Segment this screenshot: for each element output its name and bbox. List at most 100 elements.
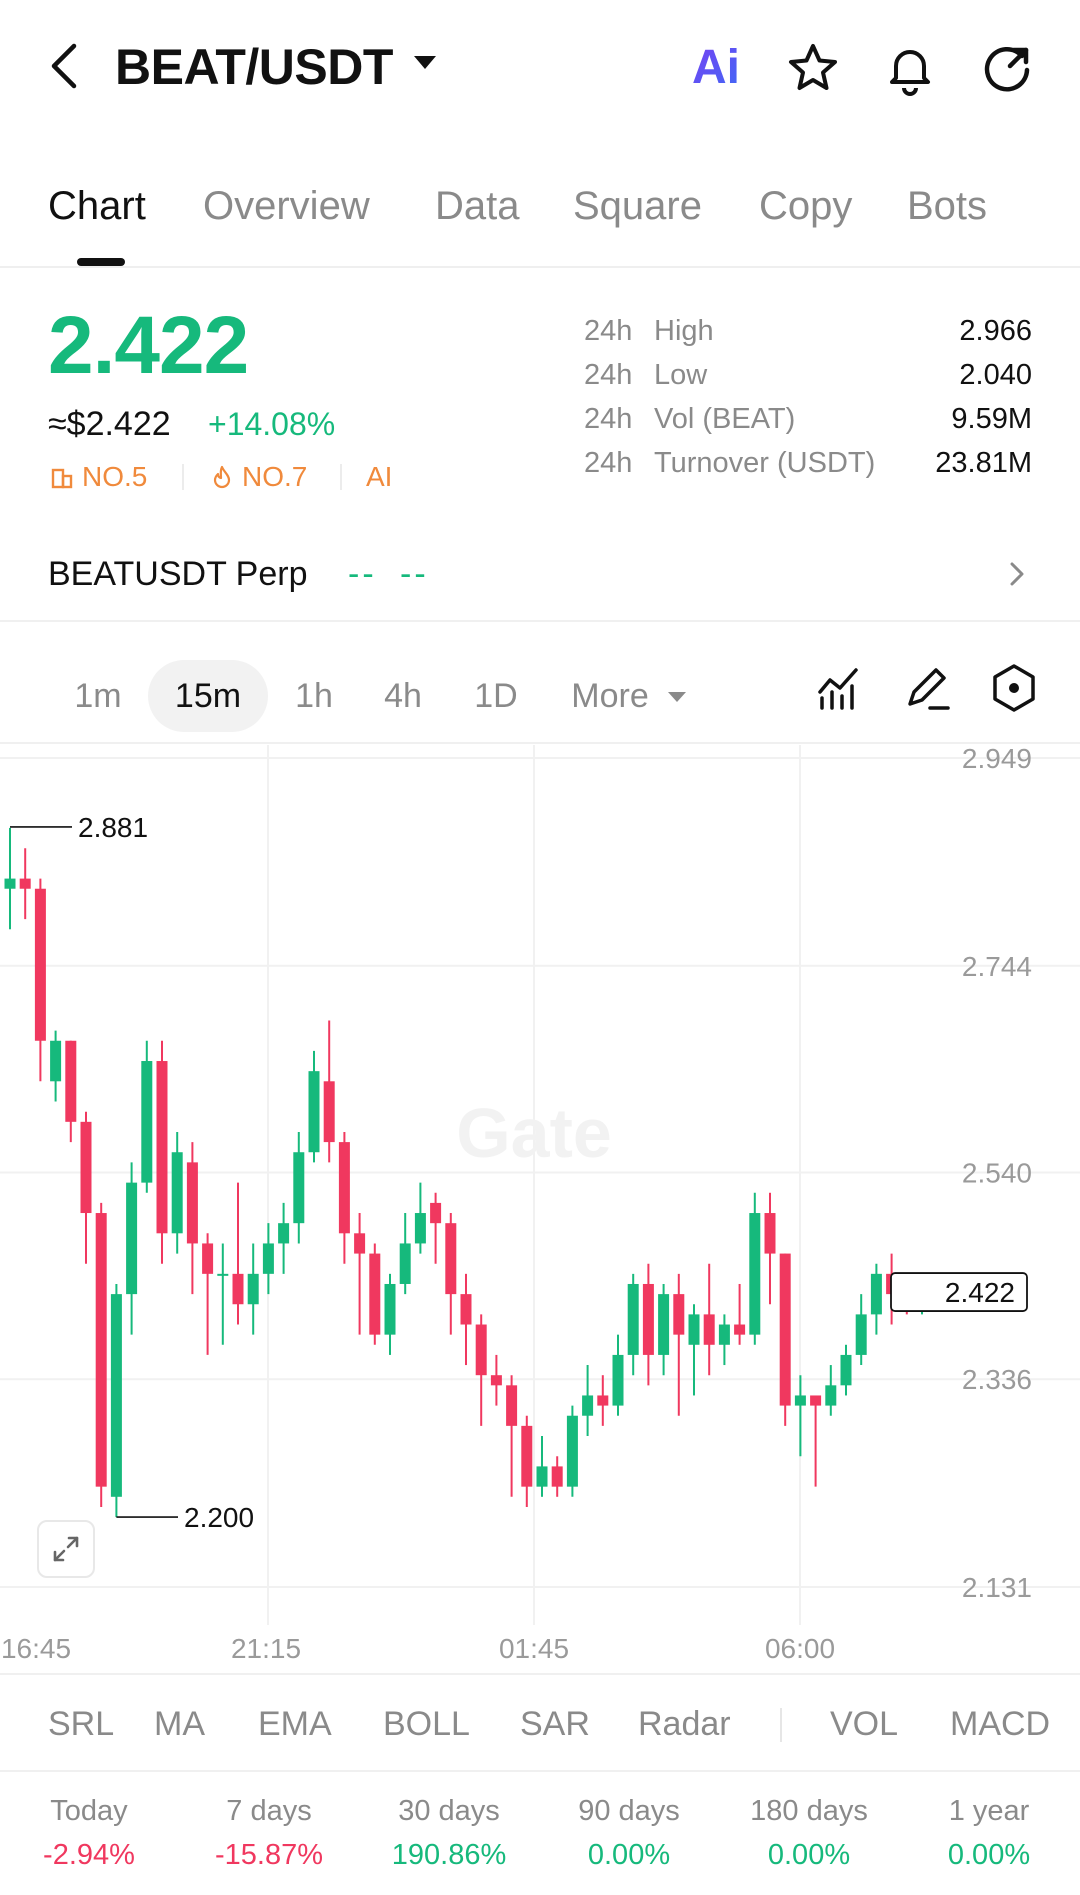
candle-body <box>870 1273 882 1315</box>
stat-value: 2.966 <box>959 315 1032 347</box>
candle-body <box>247 1273 259 1305</box>
interval-1h[interactable]: 1h <box>295 677 333 715</box>
divider <box>0 1673 1080 1675</box>
stat-period: 24h <box>584 403 633 435</box>
candle-body <box>566 1415 578 1487</box>
candle-body <box>536 1466 548 1487</box>
candle-body <box>490 1375 502 1386</box>
pair-selector[interactable]: BEAT/USDT <box>115 39 393 95</box>
chevron-right-icon[interactable] <box>1002 556 1032 592</box>
indicator-sar[interactable]: SAR <box>520 1705 590 1743</box>
candle-body <box>749 1213 761 1335</box>
y-axis-tick-label: 2.131 <box>962 1572 1032 1603</box>
stat-value: 23.81M <box>935 447 1032 479</box>
candle-body <box>794 1395 806 1406</box>
stat-24h-high: 24h High 2.966 <box>584 311 1032 351</box>
price-change-percent: +14.08% <box>208 406 336 442</box>
ai-assistant-icon[interactable]: Ai <box>688 40 744 96</box>
candle-body <box>293 1152 305 1224</box>
interval-more[interactable]: More <box>571 677 649 715</box>
ai-tag[interactable]: AI <box>366 458 392 496</box>
active-tab-indicator <box>77 258 125 266</box>
indicator-ma[interactable]: MA <box>154 1705 205 1743</box>
candle-body <box>232 1273 244 1305</box>
indicator-srl[interactable]: SRL <box>48 1705 115 1743</box>
rank-2-text: NO.7 <box>242 461 308 492</box>
indicator-radar[interactable]: Radar <box>638 1705 731 1743</box>
rank-divider <box>182 464 184 490</box>
stat-period: 24h <box>584 315 633 347</box>
indicator-divider <box>780 1708 782 1742</box>
perf-label-1y: 1 year <box>948 1795 1030 1827</box>
indicator-ema[interactable]: EMA <box>258 1705 332 1743</box>
perf-value-90d: 0.00% <box>587 1839 671 1871</box>
share-icon[interactable] <box>980 40 1036 96</box>
candle-body <box>95 1213 107 1487</box>
perf-value-today: -2.94% <box>43 1839 135 1871</box>
interval-1m[interactable]: 1m <box>74 677 122 715</box>
stat-period: 24h <box>584 447 633 479</box>
candle-body <box>582 1395 594 1416</box>
indicator-vol[interactable]: VOL <box>830 1705 899 1743</box>
page-tabs: Chart Overview Data Square Copy Bots <box>0 178 1080 268</box>
more-dropdown-caret-icon[interactable] <box>668 692 686 702</box>
drawing-pen-icon[interactable] <box>900 660 956 716</box>
perf-label-today: Today <box>50 1795 128 1827</box>
candle-body <box>217 1273 229 1276</box>
tab-chart[interactable]: Chart <box>48 184 146 228</box>
candle-body <box>551 1466 563 1487</box>
star-favorite-icon[interactable] <box>785 40 841 96</box>
x-axis-tick-label: 21:15 <box>231 1633 301 1664</box>
tab-overview[interactable]: Overview <box>203 184 370 228</box>
ai-tag-text: AI <box>366 461 393 492</box>
candle-body <box>202 1243 214 1274</box>
candle-body <box>810 1395 822 1406</box>
candle-body <box>430 1202 442 1224</box>
interval-1d[interactable]: 1D <box>474 677 518 715</box>
candle-body <box>445 1223 457 1295</box>
interval-4h[interactable]: 4h <box>384 677 422 715</box>
candle-body <box>825 1385 837 1406</box>
pair-dropdown-caret-icon[interactable] <box>414 56 436 69</box>
high-marker-label: 2.881 <box>78 812 148 843</box>
watermark-logo: Gate <box>456 1094 612 1172</box>
last-price: 2.422 <box>48 300 249 391</box>
tab-bots[interactable]: Bots <box>907 184 988 228</box>
candle-body <box>855 1314 867 1355</box>
fullscreen-expand-button[interactable] <box>37 1520 95 1578</box>
perf-value-7d: -15.87% <box>214 1839 323 1871</box>
y-axis-tick-label: 2.540 <box>962 1158 1032 1189</box>
candle-body <box>658 1294 670 1355</box>
candle-body <box>171 1152 183 1234</box>
tab-square[interactable]: Square <box>573 184 702 228</box>
candle-body <box>399 1243 411 1284</box>
tab-copy[interactable]: Copy <box>759 184 853 228</box>
divider <box>0 620 1080 622</box>
indicator-macd[interactable]: MACD <box>950 1705 1051 1743</box>
tab-data[interactable]: Data <box>435 184 520 228</box>
candle-body <box>779 1253 791 1406</box>
bell-notification-icon[interactable] <box>882 40 938 96</box>
candle-body <box>369 1253 381 1335</box>
rank-divider <box>340 464 342 490</box>
candle-body <box>338 1142 350 1234</box>
indicator-chart-icon[interactable] <box>812 660 868 716</box>
perp-contract-link[interactable]: BEATUSDT Perp <box>48 555 308 593</box>
candle-body <box>308 1071 320 1153</box>
perf-label-30d: 30 days <box>398 1795 500 1827</box>
chart-settings-icon[interactable] <box>986 660 1042 716</box>
expand-arrows-icon <box>53 1536 79 1562</box>
building-icon <box>51 468 73 489</box>
y-axis-tick-label: 2.336 <box>962 1364 1032 1395</box>
x-axis-tick-label: 06:00 <box>765 1633 835 1664</box>
back-arrow-icon[interactable] <box>44 40 88 92</box>
interval-15m[interactable]: 15m <box>148 660 268 732</box>
candle-body <box>734 1324 746 1335</box>
candle-body <box>323 1081 335 1143</box>
candle-body <box>384 1283 396 1335</box>
candlestick-chart[interactable]: Gate 2.881 2.200 2.422 2.949 2.744 2.540 2.336 2… <box>0 745 1080 1675</box>
rank-badge-2[interactable]: NO.7 <box>210 458 307 496</box>
indicator-boll[interactable]: BOLL <box>383 1705 470 1743</box>
candle-body <box>110 1294 122 1497</box>
rank-badge-1[interactable]: NO.5 <box>50 458 147 496</box>
